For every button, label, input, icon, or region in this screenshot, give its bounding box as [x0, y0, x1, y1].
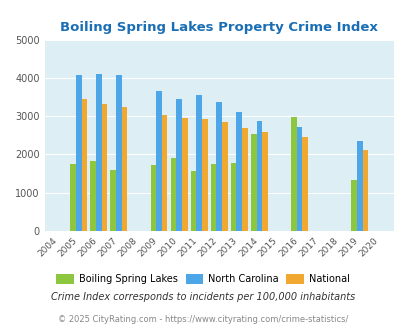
- Bar: [76, 75, 81, 231]
- Bar: [356, 141, 362, 231]
- Bar: [216, 102, 222, 231]
- Bar: [302, 137, 307, 231]
- Bar: [162, 115, 167, 231]
- Legend: Boiling Spring Lakes, North Carolina, National: Boiling Spring Lakes, North Carolina, Na…: [53, 271, 352, 288]
- Bar: [90, 161, 96, 231]
- Bar: [122, 107, 127, 231]
- Bar: [290, 117, 296, 231]
- Bar: [116, 75, 121, 231]
- Bar: [190, 171, 196, 231]
- Bar: [262, 132, 267, 231]
- Bar: [210, 164, 216, 231]
- Bar: [181, 118, 187, 231]
- Bar: [81, 99, 87, 231]
- Bar: [176, 99, 181, 231]
- Text: © 2025 CityRating.com - https://www.cityrating.com/crime-statistics/: © 2025 CityRating.com - https://www.city…: [58, 315, 347, 324]
- Bar: [156, 91, 162, 231]
- Bar: [110, 170, 116, 231]
- Bar: [256, 121, 262, 231]
- Text: Crime Index corresponds to incidents per 100,000 inhabitants: Crime Index corresponds to incidents per…: [51, 292, 354, 302]
- Bar: [96, 74, 101, 231]
- Title: Boiling Spring Lakes Property Crime Index: Boiling Spring Lakes Property Crime Inde…: [60, 21, 377, 34]
- Bar: [362, 150, 367, 231]
- Bar: [230, 163, 236, 231]
- Bar: [170, 158, 176, 231]
- Bar: [236, 112, 241, 231]
- Bar: [150, 165, 156, 231]
- Bar: [250, 134, 256, 231]
- Bar: [296, 127, 302, 231]
- Bar: [201, 119, 207, 231]
- Bar: [70, 164, 76, 231]
- Bar: [196, 95, 201, 231]
- Bar: [350, 180, 356, 231]
- Bar: [101, 104, 107, 231]
- Bar: [222, 121, 227, 231]
- Bar: [241, 128, 247, 231]
